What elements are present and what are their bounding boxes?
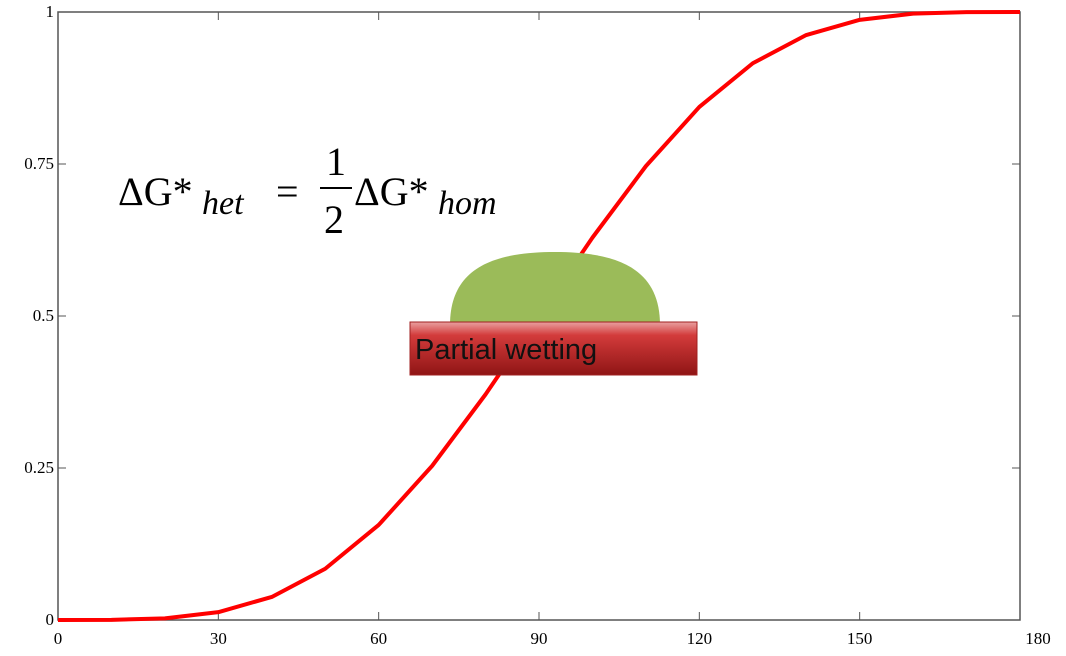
label-box [409, 321, 698, 376]
droplet [450, 252, 660, 325]
y-tick-label: 1 [46, 2, 55, 21]
x-tick-label: 120 [687, 629, 713, 648]
axes: 0 0.25 0.5 0.75 1 0 30 60 90 120 150 180 [24, 2, 1051, 648]
x-tick-label: 0 [54, 629, 63, 648]
y-tick-label: 0 [46, 610, 55, 629]
equation: ΔG* het = 1 2 ΔG* hom [118, 139, 497, 242]
equation-lhs: ΔG* [118, 169, 193, 214]
equation-rhs: ΔG* [354, 169, 429, 214]
equation-numerator: 1 [326, 139, 346, 184]
equation-denominator: 2 [324, 197, 344, 242]
equation-rhs-sub: hom [438, 185, 497, 222]
equation-equals: = [276, 169, 299, 214]
x-tick-label: 60 [370, 629, 387, 648]
y-tick-label: 0.25 [24, 458, 54, 477]
y-tick-label: 0.75 [24, 154, 54, 173]
y-tick-label: 0.5 [33, 306, 54, 325]
x-tick-label: 90 [531, 629, 548, 648]
x-tick-label: 30 [210, 629, 227, 648]
x-tick-label: 150 [847, 629, 873, 648]
equation-lhs-sub: het [202, 185, 245, 222]
label-text: Partial wetting [415, 334, 597, 366]
x-tick-label: 180 [1025, 629, 1051, 648]
